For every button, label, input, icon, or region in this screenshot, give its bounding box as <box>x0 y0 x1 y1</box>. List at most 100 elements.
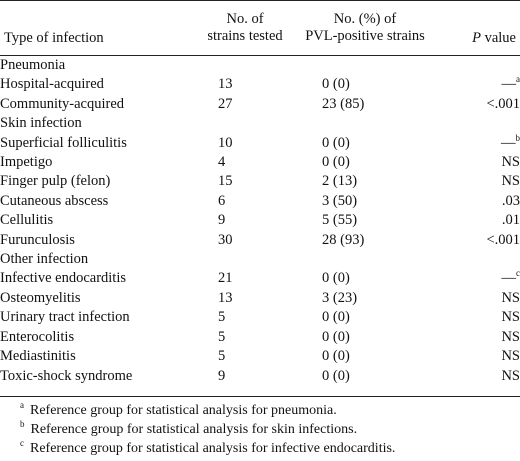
header-type: Type of infection <box>4 30 104 46</box>
table-row: Superficial folliculitis 10 0 (0) —b <box>0 132 520 153</box>
p-value-text: NS <box>501 367 520 384</box>
header-p-rest: value <box>480 30 516 46</box>
p-value-text: <.001 <box>486 231 520 248</box>
header-strains-line2: strains tested <box>207 28 283 44</box>
p-value: —c <box>442 269 520 288</box>
strains-tested: 21 <box>218 270 233 287</box>
infection-type: Urinary tract infection <box>0 309 130 326</box>
pvl-positive: 0 (0) <box>322 154 350 171</box>
infection-type: Mediastinitis <box>0 348 76 365</box>
header-rule <box>0 55 520 56</box>
p-value: —a <box>442 75 520 94</box>
empty-cell <box>442 114 520 133</box>
infection-type: Hospital-acquired <box>0 76 104 93</box>
group-label: Other infection <box>0 251 89 268</box>
infection-type: Superficial folliculitis <box>0 134 127 151</box>
footnote: a Reference group for statistical analysi… <box>20 400 337 420</box>
group-row: Pneumonia <box>0 56 520 75</box>
p-value: .01 <box>442 211 520 230</box>
empty-cell <box>272 114 442 133</box>
empty-cell <box>442 250 520 269</box>
p-value-text: .03 <box>501 192 520 209</box>
infection-type: Cellulitis <box>0 212 54 229</box>
p-value-footnote-mark: c <box>516 268 520 279</box>
pvl-positive: 3 (50) <box>322 192 358 209</box>
strains-tested: 10 <box>218 134 233 151</box>
p-value: NS <box>442 347 520 366</box>
table-row: Mediastinitis 5 0 (0) NS <box>0 347 520 366</box>
table-row: Community-acquired 27 23 (85) <.001 <box>0 95 520 114</box>
p-value-text: NS <box>501 309 520 326</box>
header-pvl-line2: PVL-positive strains <box>305 28 425 44</box>
p-value-text: NS <box>501 154 520 171</box>
strains-tested: 5 <box>218 328 226 345</box>
pvl-positive: 0 (0) <box>322 76 350 93</box>
table-row: Toxic-shock syndrome 9 0 (0) NS <box>0 367 520 386</box>
p-value: NS <box>442 367 520 386</box>
infection-type: Cutaneous abscess <box>0 192 109 209</box>
header-strains-line1: No. of <box>226 11 264 27</box>
pvl-positive: 0 (0) <box>322 270 350 287</box>
group-row: Other infection <box>0 250 520 269</box>
pvl-positive: 23 (85) <box>322 95 365 112</box>
p-value: NS <box>442 308 520 327</box>
footnote: b Reference group for statistical analysi… <box>20 419 358 439</box>
strains-tested: 9 <box>218 212 226 229</box>
infection-type: Impetigo <box>0 154 53 171</box>
pvl-positive: 0 (0) <box>322 328 350 345</box>
header-p-value: P value <box>460 30 516 47</box>
strains-tested: 13 <box>218 76 233 93</box>
footnote-mark: a <box>20 400 24 410</box>
strains-tested: 30 <box>218 231 233 248</box>
strains-tested: 4 <box>218 154 226 171</box>
data-table: Pneumonia Hospital-acquired 13 0 (0) —a Commu… <box>0 56 520 386</box>
pvl-positive: 0 (0) <box>322 367 350 384</box>
top-rule <box>0 0 520 1</box>
p-value: NS <box>442 153 520 172</box>
p-value-text: — <box>501 134 516 151</box>
table-row: Finger pulp (felon) 15 2 (13) NS <box>0 172 520 191</box>
p-value-text: NS <box>501 289 520 306</box>
p-value-footnote-mark: a <box>516 74 520 85</box>
strains-tested: 9 <box>218 367 226 384</box>
strains-tested: 13 <box>218 289 233 306</box>
empty-cell <box>190 56 272 75</box>
infection-type: Toxic-shock syndrome <box>0 367 133 384</box>
group-label: Pneumonia <box>0 57 66 73</box>
table-row: Cutaneous abscess 6 3 (50) .03 <box>0 192 520 211</box>
strains-tested: 6 <box>218 192 226 209</box>
table-row: Impetigo 4 0 (0) NS <box>0 153 520 172</box>
strains-tested: 5 <box>218 348 226 365</box>
group-row: Skin infection <box>0 114 520 133</box>
empty-cell <box>272 250 442 269</box>
pvl-positive: 5 (55) <box>322 212 358 229</box>
table-row: Infective endocarditis 21 0 (0) —c <box>0 269 520 288</box>
header-pvl-line1: No. (%) of <box>333 11 397 27</box>
footnote: c Reference group for statistical analysi… <box>20 439 395 458</box>
p-value: <.001 <box>442 231 520 250</box>
p-value: —b <box>442 132 520 153</box>
footnote-text: Reference group for statistical analysis… <box>30 422 358 437</box>
bottom-rule <box>0 396 520 397</box>
empty-cell <box>442 56 520 75</box>
p-value-footnote-mark: b <box>515 132 520 143</box>
group-label: Skin infection <box>0 115 82 132</box>
table-row: Osteomyelitis 13 3 (23) NS <box>0 289 520 308</box>
pvl-positive: 0 (0) <box>322 348 350 365</box>
table-row: Enterocolitis 5 0 (0) NS <box>0 328 520 347</box>
p-value: NS <box>442 289 520 308</box>
header-p-italic: P <box>472 30 481 46</box>
p-value-text: NS <box>501 348 520 365</box>
strains-tested: 5 <box>218 309 226 326</box>
infection-type: Furunculosis <box>0 231 75 248</box>
p-value-text: — <box>501 270 517 287</box>
p-value: .03 <box>442 192 520 211</box>
p-value-text: — <box>501 76 517 93</box>
empty-cell <box>190 250 272 269</box>
p-value-text: <.001 <box>486 95 520 112</box>
strains-tested: 15 <box>218 173 233 190</box>
table-row: Hospital-acquired 13 0 (0) —a <box>0 75 520 94</box>
footnote-mark: b <box>20 419 25 429</box>
table-header: Type of infection No. of strains tested … <box>0 0 520 54</box>
